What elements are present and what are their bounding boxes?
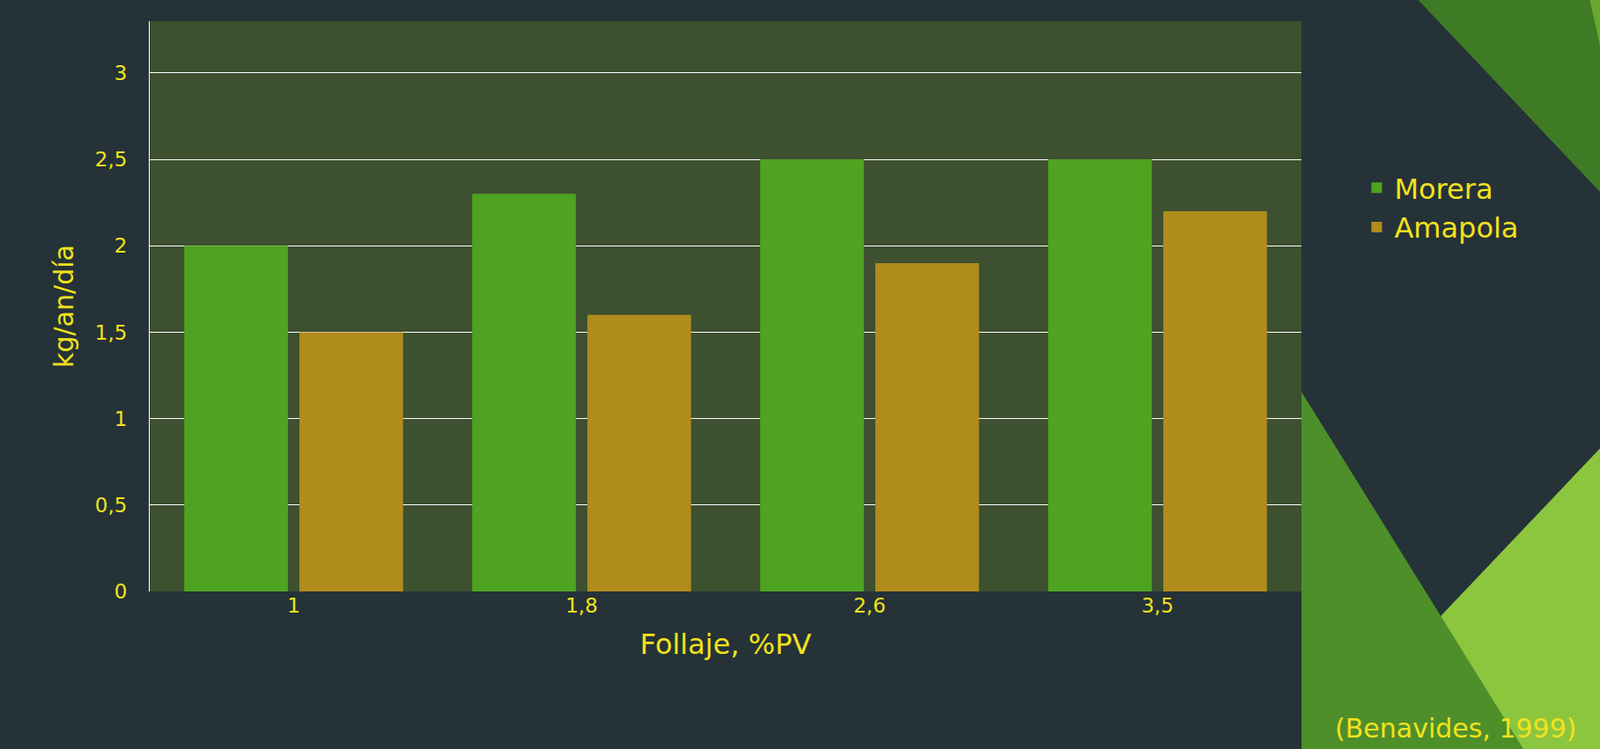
svg-text:1,8: 1,8 (565, 594, 598, 618)
svg-text:3: 3 (114, 61, 128, 85)
svg-text:3,5: 3,5 (1141, 594, 1174, 618)
svg-text:(Benavides, 1999): (Benavides, 1999) (1334, 713, 1577, 745)
svg-text:Follaje, %PV: Follaje, %PV (640, 627, 812, 662)
svg-text:Morera: Morera (1393, 172, 1493, 207)
svg-text:2,5: 2,5 (95, 147, 128, 171)
svg-text:0,5: 0,5 (95, 494, 128, 517)
svg-text:2: 2 (114, 234, 128, 258)
svg-text:1: 1 (114, 407, 128, 431)
svg-text:kg/an/día: kg/an/día (48, 244, 80, 369)
svg-text:2,6: 2,6 (853, 594, 886, 618)
svg-text:1: 1 (287, 594, 301, 618)
svg-text:0: 0 (114, 580, 128, 604)
svg-text:1,5: 1,5 (95, 321, 128, 345)
svg-text:Amapola: Amapola (1393, 211, 1519, 245)
